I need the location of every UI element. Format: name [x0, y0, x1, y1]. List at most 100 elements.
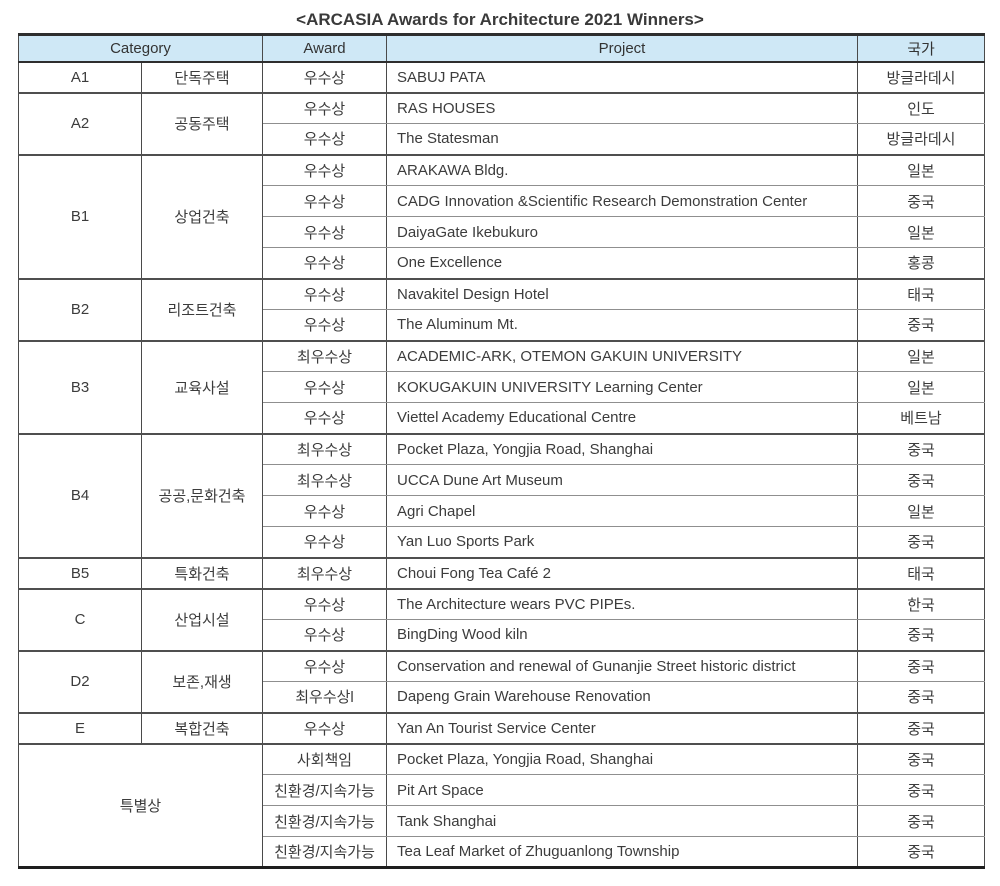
country-cell: 태국 — [857, 277, 985, 310]
project-cell: ACADEMIC-ARK, OTEMON GAKUIN UNIVERSITY — [386, 339, 858, 372]
table-row: B4 공공,문화건축 최우수상 Pocket Plaza, Yongjia Road,… — [18, 432, 985, 558]
header-country: 국가 — [857, 34, 985, 63]
project-cell: Conservation and renewal of Gunanjie Str… — [386, 649, 858, 682]
project-cell: Pit Art Space — [386, 774, 858, 806]
award-cell: 우수상 — [262, 649, 387, 682]
project-cell: Pocket Plaza, Yongjia Road, Shanghai — [386, 432, 858, 465]
award-cell: 우수상 — [262, 402, 387, 434]
award-cell: 우수상 — [262, 495, 387, 527]
table-row: 최우수상 UCCA Dune Art Museum 중국 — [19, 464, 985, 496]
country-cell: 방글라데시 — [857, 60, 985, 93]
project-cell: KOKUGAKUIN UNIVERSITY Learning Center — [386, 371, 858, 403]
table-row: 특별상 사회책임 Pocket Plaza, Yongjia Road, Shang… — [18, 742, 985, 868]
header-row: Category Award Project 국가 — [18, 34, 985, 63]
award-cell: 우수상 — [262, 185, 387, 217]
award-cell: 우수상 — [262, 277, 387, 310]
table-row: B2 리조트건축 우수상 Navakitel Design Hotel 태국 — [18, 277, 985, 341]
table-row: B1 상업건축 우수상 ARAKAWA Bldg. 일본 — [18, 153, 985, 279]
country-cell: 중국 — [857, 432, 985, 465]
category-name-cell: 교육사설 — [141, 339, 263, 434]
project-cell: UCCA Dune Art Museum — [386, 464, 858, 496]
award-cell: 우수상 — [262, 123, 387, 155]
award-cell: 우수상 — [262, 371, 387, 403]
award-cell: 우수상 — [262, 619, 387, 651]
category-name-cell: 공동주택 — [141, 91, 263, 155]
table-row: 우수상 Yan Luo Sports Park 중국 — [19, 526, 985, 558]
project-cell: Agri Chapel — [386, 495, 858, 527]
table-row: 우수상 CADG Innovation &Scientific Research … — [19, 185, 985, 217]
award-cell: 최우수상 — [262, 339, 387, 372]
country-cell: 중국 — [857, 742, 985, 775]
header-project: Project — [386, 34, 858, 63]
table-row: A1 단독주택 우수상 SABUJ PATA 방글라데시 — [18, 60, 985, 93]
project-cell: Choui Fong Tea Café 2 — [386, 556, 858, 589]
award-cell: 친환경/지속가능 — [262, 774, 387, 806]
category-code-cell: C — [18, 587, 142, 651]
country-cell: 방글라데시 — [857, 123, 985, 155]
project-cell: Pocket Plaza, Yongjia Road, Shanghai — [386, 742, 858, 775]
page-title: <ARCASIA Awards for Architecture 2021 Wi… — [296, 10, 704, 29]
awards-table: Category Award Project 국가 A1 단독주택 우수상 SABUJ… — [18, 33, 985, 869]
award-cell: 우수상 — [262, 60, 387, 93]
project-cell: ARAKAWA Bldg. — [386, 153, 858, 186]
project-cell: RAS HOUSES — [386, 91, 858, 124]
country-cell: 중국 — [857, 649, 985, 682]
country-cell: 중국 — [857, 619, 985, 651]
country-cell: 중국 — [857, 309, 985, 341]
category-name-cell: 공공,문화건축 — [141, 432, 263, 558]
project-cell: Tea Leaf Market of Zhuguanlong Township — [386, 836, 858, 868]
country-cell: 중국 — [857, 774, 985, 806]
country-cell: 일본 — [857, 216, 985, 248]
country-cell: 홍콩 — [857, 247, 985, 279]
table-body: A1 단독주택 우수상 SABUJ PATA 방글라데시 A2 공동주택 우수상 RAS HOU… — [18, 60, 985, 868]
table-row: B3 교육사설 최우수상 ACADEMIC-ARK, OTEMON GAKUIN UN… — [18, 339, 985, 434]
category-code-cell: B4 — [18, 432, 142, 558]
category-code-cell: B5 — [18, 556, 142, 589]
project-cell: One Excellence — [386, 247, 858, 279]
category-code-cell: E — [18, 711, 142, 744]
project-cell: Dapeng Grain Warehouse Renovation — [386, 681, 858, 713]
category-name-cell: 보존,재생 — [141, 649, 263, 713]
table-row: E 복합건축 우수상 Yan An Tourist Service Center 중국 — [18, 711, 985, 744]
award-cell: 친환경/지속가능 — [262, 836, 387, 868]
category-name-cell: 상업건축 — [141, 153, 263, 279]
category-code-cell: A1 — [18, 60, 142, 93]
award-cell: 최우수상 — [262, 464, 387, 496]
category-code-cell: B3 — [18, 339, 142, 434]
category-code-cell: A2 — [18, 91, 142, 155]
category-name-cell: 단독주택 — [141, 60, 263, 93]
project-cell: DaiyaGate Ikebukuro — [386, 216, 858, 248]
project-cell: The Aluminum Mt. — [386, 309, 858, 341]
project-cell: SABUJ PATA — [386, 60, 858, 93]
header-award: Award — [262, 34, 387, 63]
country-cell: 인도 — [857, 91, 985, 124]
project-cell: Navakitel Design Hotel — [386, 277, 858, 310]
table-row: C 산업시설 우수상 The Architecture wears PVC PIPEs… — [18, 587, 985, 651]
table-row: 우수상 The Statesman 방글라데시 — [19, 123, 985, 155]
category-name-cell: 복합건축 — [141, 711, 263, 744]
project-cell: Yan An Tourist Service Center — [386, 711, 858, 744]
category-name-cell: 특화건축 — [141, 556, 263, 589]
table-row: 우수상 DaiyaGate Ikebukuro 일본 — [19, 216, 985, 248]
project-cell: Tank Shanghai — [386, 805, 858, 837]
award-cell: 최우수상l — [262, 681, 387, 713]
table-header: Category Award Project 국가 — [18, 34, 985, 63]
award-cell: 우수상 — [262, 587, 387, 620]
project-cell: Yan Luo Sports Park — [386, 526, 858, 558]
country-cell: 베트남 — [857, 402, 985, 434]
table-row: 우수상 Viettel Academy Educational Centre 베트남 — [19, 402, 985, 434]
table-row: 우수상 KOKUGAKUIN UNIVERSITY Learning Center… — [19, 371, 985, 403]
award-cell: 우수상 — [262, 153, 387, 186]
table-row: D2 보존,재생 우수상 Conservation and renewal of Gu… — [18, 649, 985, 713]
category-name-cell: 리조트건축 — [141, 277, 263, 341]
country-cell: 일본 — [857, 495, 985, 527]
award-cell: 사회책임 — [262, 742, 387, 775]
project-cell: Viettel Academy Educational Centre — [386, 402, 858, 434]
table-row: 우수상 The Aluminum Mt. 중국 — [19, 309, 985, 341]
country-cell: 중국 — [857, 711, 985, 744]
country-cell: 중국 — [857, 681, 985, 713]
country-cell: 중국 — [857, 836, 985, 868]
award-cell: 우수상 — [262, 711, 387, 744]
table-row: 친환경/지속가능 Tea Leaf Market of Zhuguanlong T… — [19, 836, 985, 868]
